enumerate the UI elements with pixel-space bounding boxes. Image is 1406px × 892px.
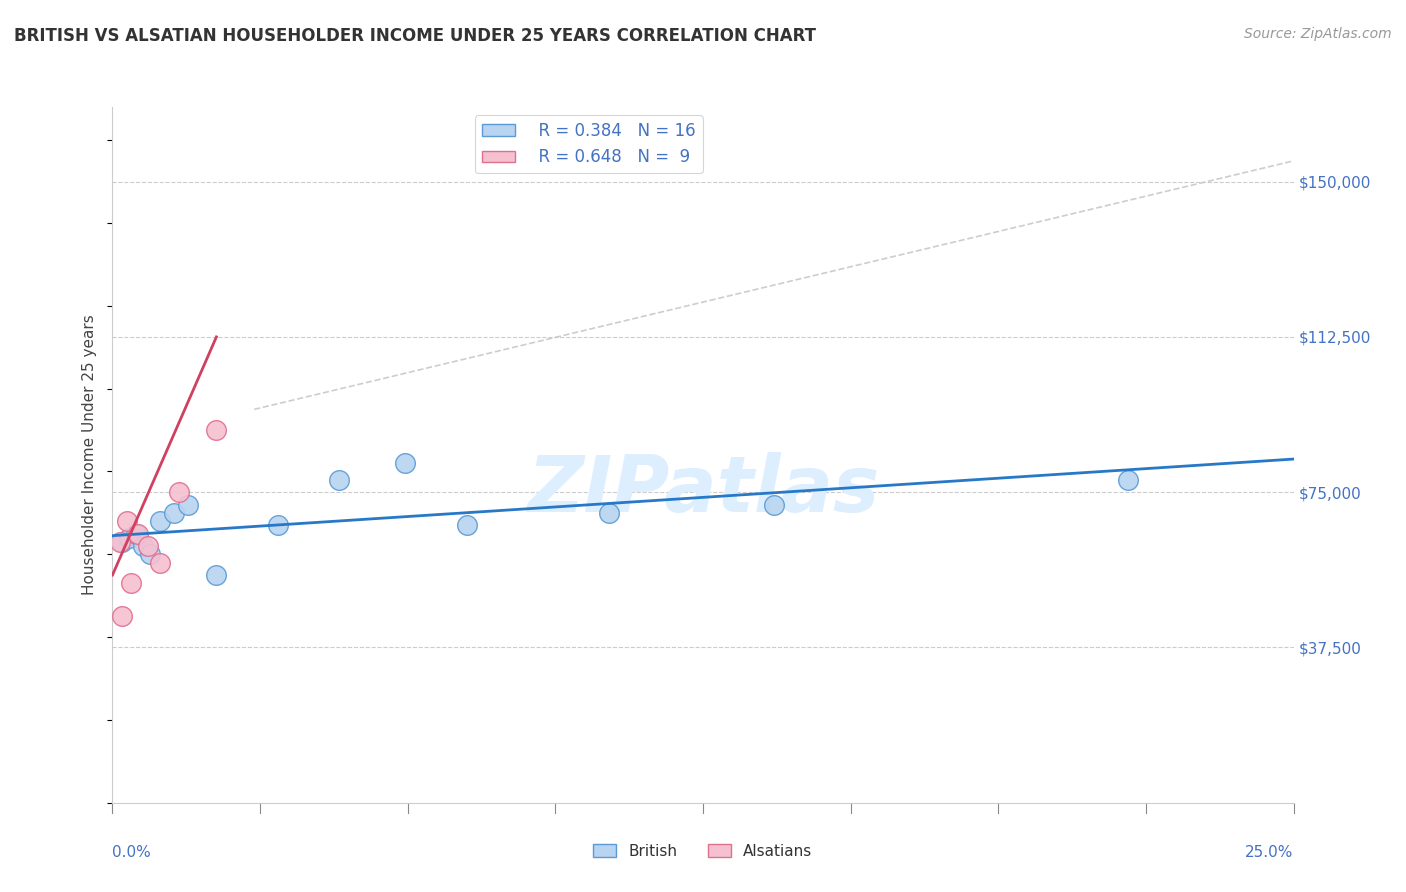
Text: 25.0%: 25.0% bbox=[1246, 845, 1294, 860]
Point bbox=[132, 539, 155, 553]
Point bbox=[125, 526, 148, 541]
Point bbox=[1116, 473, 1139, 487]
Point bbox=[149, 556, 172, 570]
Point bbox=[136, 539, 159, 553]
Point bbox=[328, 473, 350, 487]
Point bbox=[111, 535, 134, 549]
Point bbox=[456, 518, 478, 533]
Point bbox=[111, 609, 134, 624]
Text: Source: ZipAtlas.com: Source: ZipAtlas.com bbox=[1244, 27, 1392, 41]
Point bbox=[205, 568, 228, 582]
Point bbox=[177, 498, 200, 512]
Point bbox=[120, 576, 142, 591]
Point bbox=[167, 485, 190, 500]
Text: 0.0%: 0.0% bbox=[112, 845, 152, 860]
Text: ZIPatlas: ZIPatlas bbox=[527, 451, 879, 528]
Legend: British, Alsatians: British, Alsatians bbox=[588, 838, 818, 864]
Point bbox=[108, 535, 131, 549]
Point bbox=[598, 506, 620, 520]
Text: BRITISH VS ALSATIAN HOUSEHOLDER INCOME UNDER 25 YEARS CORRELATION CHART: BRITISH VS ALSATIAN HOUSEHOLDER INCOME U… bbox=[14, 27, 815, 45]
Point bbox=[149, 514, 172, 528]
Point bbox=[115, 514, 138, 528]
Point bbox=[118, 531, 141, 545]
Point bbox=[205, 423, 228, 437]
Point bbox=[139, 547, 162, 561]
Point bbox=[267, 518, 290, 533]
Point bbox=[127, 526, 149, 541]
Y-axis label: Householder Income Under 25 years: Householder Income Under 25 years bbox=[82, 315, 97, 595]
Point bbox=[163, 506, 186, 520]
Point bbox=[762, 498, 785, 512]
Point bbox=[394, 456, 416, 470]
